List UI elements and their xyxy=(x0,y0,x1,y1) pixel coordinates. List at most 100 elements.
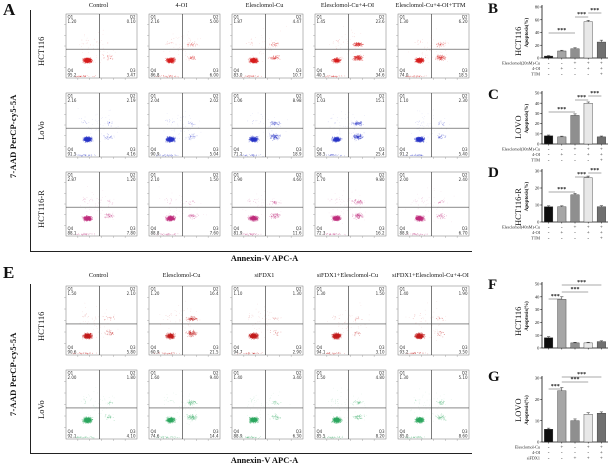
significance-label: *** xyxy=(551,384,560,390)
chart-y-tick-label: 20 xyxy=(535,43,540,48)
chart-y-tick-label: 60 xyxy=(535,17,540,22)
bar xyxy=(596,341,606,349)
treatment-mark: + xyxy=(560,445,563,451)
bar xyxy=(557,299,567,349)
significance-label: *** xyxy=(557,107,566,113)
treatment-mark: + xyxy=(574,225,577,231)
treatment-mark: - xyxy=(574,66,576,72)
panel-a-letter: A xyxy=(3,0,16,19)
bar xyxy=(596,41,606,59)
flow-col-header: Control xyxy=(88,2,109,9)
panel-b-letter: B xyxy=(488,1,499,17)
chart-y-tick-label: 0 xyxy=(537,346,540,351)
treatment-row-label: TTM xyxy=(531,72,540,77)
bar xyxy=(583,177,593,223)
chart-y-tick-label: 30 xyxy=(535,307,540,312)
chart-y-tick-label: 10 xyxy=(535,203,540,208)
chart-y-axis-label: Apoptosis(%) xyxy=(525,17,530,47)
flow-plot xyxy=(307,368,388,450)
flow-row-label: LoVo xyxy=(36,121,46,140)
treatment-mark: + xyxy=(587,61,590,67)
flow-row-label: HCT116 xyxy=(36,311,46,341)
treatment-mark: - xyxy=(574,72,576,78)
treatment-mark: - xyxy=(574,450,576,456)
flow-plot xyxy=(224,91,305,168)
chart-y-tick-label: 30 xyxy=(535,376,540,381)
chart-y-tick-label: 20 xyxy=(535,121,540,126)
treatment-mark: - xyxy=(561,236,563,242)
bar xyxy=(557,390,567,443)
treatment-mark: - xyxy=(548,147,550,153)
treatment-mark: + xyxy=(587,147,590,153)
flow-col-header: siFDX1+Elesclomol-Cu+4-OI xyxy=(392,272,469,279)
flow-plot xyxy=(307,12,388,89)
chart-y-tick-label: 50 xyxy=(535,91,540,96)
panel-e-axis-frame-vertical xyxy=(30,284,31,453)
treatment-mark: + xyxy=(600,72,603,78)
bar xyxy=(570,48,580,59)
treatment-mark: - xyxy=(548,66,550,72)
flow-col-header: Control xyxy=(88,272,109,279)
flow-plot xyxy=(224,368,305,450)
flow-plot xyxy=(141,12,222,89)
treatment-mark: - xyxy=(548,445,550,451)
flow-col-header: 4-OI xyxy=(175,2,188,9)
panel-f-letter: F xyxy=(488,277,498,293)
significance-label: *** xyxy=(590,8,599,14)
flow-plot xyxy=(58,170,139,247)
flow-col-header: Elesclomol-Cu+4-OI+TTM xyxy=(395,2,466,9)
significance-label: *** xyxy=(557,187,566,193)
treatment-mark: + xyxy=(600,236,603,242)
treatment-mark: + xyxy=(587,225,590,231)
treatment-row-label: 4-OI xyxy=(532,152,541,157)
flow-plot xyxy=(58,368,139,450)
chart-y-tick-label: 30 xyxy=(535,169,540,174)
treatment-mark: - xyxy=(561,456,563,462)
significance-label: *** xyxy=(577,12,586,18)
flow-plot xyxy=(390,368,471,450)
chart-y-tick-label: 50 xyxy=(535,282,540,287)
significance-label: *** xyxy=(577,95,586,101)
bar xyxy=(557,206,567,223)
flow-plot xyxy=(307,170,388,247)
treatment-mark: - xyxy=(587,72,589,78)
chart-y-tick-label: 40 xyxy=(535,294,540,299)
treatment-mark: - xyxy=(548,72,550,78)
flow-col-header: Elesclomol-Cu xyxy=(162,272,201,279)
significance-label: *** xyxy=(577,372,586,378)
treatment-mark: + xyxy=(600,158,603,164)
treatment-mark: - xyxy=(587,450,589,456)
chart-y-tick-label: 0 xyxy=(537,440,540,445)
flow-plot xyxy=(58,284,139,366)
chart-y-tick-label: 20 xyxy=(535,320,540,325)
chart-y-axis-label: Apoptosis(%) xyxy=(525,395,530,425)
treatment-mark: + xyxy=(600,152,603,158)
flow-plot xyxy=(224,12,305,89)
flow-plot xyxy=(390,170,471,247)
treatment-mark: + xyxy=(587,230,590,236)
flow-plot xyxy=(58,91,139,168)
flow-plot xyxy=(224,170,305,247)
treatment-mark: - xyxy=(561,158,563,164)
panel-a-y-axis-label: 7-AAD PerCP-cy5-5A xyxy=(8,94,18,178)
flow-row-label: LoVo xyxy=(36,400,46,420)
bar xyxy=(544,337,554,349)
bar xyxy=(596,136,606,145)
bar xyxy=(596,206,606,223)
treatment-mark: - xyxy=(574,445,576,451)
treatment-mark: - xyxy=(574,230,576,236)
significance-label: *** xyxy=(590,91,599,97)
treatment-mark: + xyxy=(574,147,577,153)
treatment-row-label: Elesclomol-Cu xyxy=(515,445,541,450)
treatment-row-label: 4-OI xyxy=(532,66,541,71)
treatment-mark: - xyxy=(561,147,563,153)
panel-a-x-axis-label: Annexin-V APC-A xyxy=(230,253,299,263)
flow-plot xyxy=(307,91,388,168)
treatment-mark: - xyxy=(548,225,550,231)
significance-label: *** xyxy=(590,168,599,174)
treatment-mark: - xyxy=(561,72,563,78)
chart-y-tick-label: 20 xyxy=(535,186,540,191)
panel-e-x-axis-label: Annexin-V APC-A xyxy=(230,455,299,465)
treatment-mark: + xyxy=(574,456,577,462)
flow-col-header: siFDX1+Elesclomol-Cu xyxy=(316,272,379,279)
